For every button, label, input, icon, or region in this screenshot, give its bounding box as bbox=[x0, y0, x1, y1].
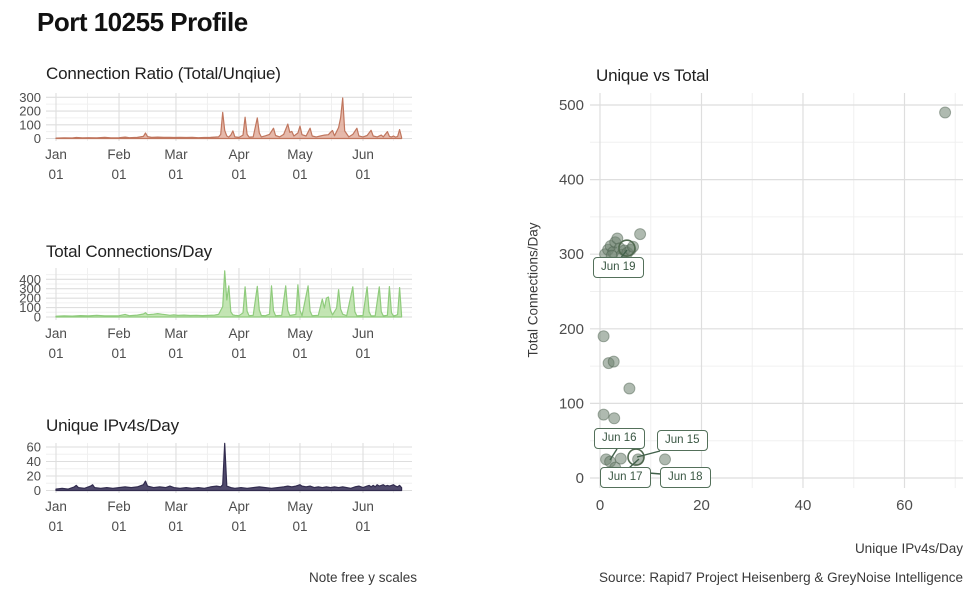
scatter-point bbox=[597, 408, 610, 421]
annotation-jun-15: Jun 15 bbox=[657, 430, 708, 451]
y-tick-label: 60 bbox=[27, 440, 41, 455]
page-title: Port 10255 Profile bbox=[37, 7, 248, 37]
y-tick-label: 100 bbox=[19, 300, 41, 315]
x-tick-label: 01 bbox=[355, 346, 370, 361]
scatter-x-axis-label: Unique IPv4s/Day bbox=[854, 541, 963, 556]
y-tick-label: 0 bbox=[34, 483, 41, 498]
x-tick-label: 01 bbox=[292, 167, 307, 182]
x-tick-label: Feb bbox=[107, 326, 130, 341]
x-tick-label: 01 bbox=[292, 346, 307, 361]
chart-title-unique-ipv4s: Unique IPv4s/Day bbox=[46, 416, 179, 435]
scatter-y-tick-label: 100 bbox=[559, 395, 584, 412]
x-tick-label: 01 bbox=[48, 519, 63, 534]
y-tick-label: 300 bbox=[19, 90, 41, 105]
scatter-point bbox=[614, 452, 627, 465]
x-tick-label: Apr bbox=[228, 147, 250, 162]
x-tick-label: Mar bbox=[164, 147, 188, 162]
x-tick-label: 01 bbox=[112, 519, 127, 534]
x-tick-label: Mar bbox=[164, 326, 188, 341]
annotation-jun-18: Jun 18 bbox=[660, 467, 711, 488]
scatter-point bbox=[623, 382, 636, 395]
note-caption: Note free y scales bbox=[308, 570, 417, 585]
x-tick-label: 01 bbox=[168, 519, 183, 534]
scatter-point bbox=[659, 453, 671, 466]
ratio-area-chart-series bbox=[55, 97, 403, 140]
y-tick-label: 100 bbox=[19, 117, 41, 132]
chart-title-total-connections: Total Connections/Day bbox=[46, 242, 212, 261]
y-tick-label: 200 bbox=[19, 291, 41, 306]
scatter-chart: 0 100 200 300 400 500 0 20 40 60 bbox=[559, 93, 963, 514]
scatter-x-tick-label: 60 bbox=[896, 497, 913, 514]
x-tick-label: May bbox=[287, 499, 313, 514]
scatter-y-axis-label: Total Connections/Day bbox=[525, 222, 541, 358]
chart-title-connection-ratio: Connection Ratio (Total/Unqiue) bbox=[46, 64, 281, 83]
x-tick-label: 01 bbox=[292, 519, 307, 534]
x-tick-label: 01 bbox=[112, 167, 127, 182]
x-tick-label: 01 bbox=[231, 346, 246, 361]
scatter-y-tick-label: 400 bbox=[559, 172, 584, 189]
y-tick-label: 40 bbox=[27, 454, 41, 469]
unique-area-chart-series bbox=[55, 442, 403, 492]
x-tick-label: Mar bbox=[164, 499, 188, 514]
x-tick-label: Jun bbox=[352, 326, 374, 341]
chart-title-scatter: Unique vs Total bbox=[596, 66, 709, 85]
x-tick-label: 01 bbox=[355, 519, 370, 534]
scatter-ring-point bbox=[627, 448, 645, 466]
scatter-y-tick-label: 200 bbox=[559, 321, 584, 338]
y-tick-label: 300 bbox=[19, 281, 41, 296]
x-tick-label: 01 bbox=[231, 519, 246, 534]
annotation-jun-17: Jun 17 bbox=[600, 467, 651, 488]
scatter-x-tick-label: 0 bbox=[596, 497, 604, 514]
x-tick-label: Apr bbox=[228, 326, 250, 341]
x-tick-label: 01 bbox=[231, 167, 246, 182]
x-tick-label: Apr bbox=[228, 499, 250, 514]
scatter-point bbox=[608, 412, 621, 425]
x-tick-label: 01 bbox=[168, 167, 183, 182]
total-area-chart-series bbox=[55, 270, 403, 318]
scatter-y-tick-label: 500 bbox=[559, 97, 584, 114]
x-tick-label: Feb bbox=[107, 499, 130, 514]
annotation-jun-19: Jun 19 bbox=[593, 257, 644, 278]
x-tick-label: 01 bbox=[48, 346, 63, 361]
x-tick-label: 01 bbox=[48, 167, 63, 182]
scatter-x-tick-label: 20 bbox=[693, 497, 710, 514]
scatter-point bbox=[634, 228, 647, 241]
scatter-ring-point bbox=[618, 239, 636, 257]
x-tick-label: May bbox=[287, 326, 313, 341]
x-tick-label: Jan bbox=[45, 147, 67, 162]
y-tick-label: 0 bbox=[34, 131, 41, 146]
scatter-x-tick-label: 40 bbox=[795, 497, 812, 514]
scatter-y-tick-label: 0 bbox=[576, 470, 584, 487]
scatter-point bbox=[597, 330, 610, 343]
y-tick-label: 0 bbox=[34, 310, 41, 325]
x-tick-label: Feb bbox=[107, 147, 130, 162]
y-tick-label: 20 bbox=[27, 469, 41, 484]
x-tick-label: Jun bbox=[352, 499, 374, 514]
x-tick-label: 01 bbox=[355, 167, 370, 182]
x-tick-label: Jan bbox=[45, 499, 67, 514]
x-tick-label: 01 bbox=[168, 346, 183, 361]
x-tick-label: 01 bbox=[112, 346, 127, 361]
scatter-point bbox=[939, 106, 952, 119]
y-tick-label: 200 bbox=[19, 104, 41, 119]
x-tick-label: Jun bbox=[352, 147, 374, 162]
source-caption: Source: Rapid7 Project Heisenberg & Grey… bbox=[599, 570, 963, 585]
scatter-y-tick-label: 300 bbox=[559, 246, 584, 263]
scatter-point bbox=[607, 355, 620, 368]
x-tick-label: May bbox=[287, 147, 313, 162]
annotation-jun-16: Jun 16 bbox=[594, 428, 645, 449]
y-tick-label: 400 bbox=[19, 272, 41, 287]
x-tick-label: Jan bbox=[45, 326, 67, 341]
